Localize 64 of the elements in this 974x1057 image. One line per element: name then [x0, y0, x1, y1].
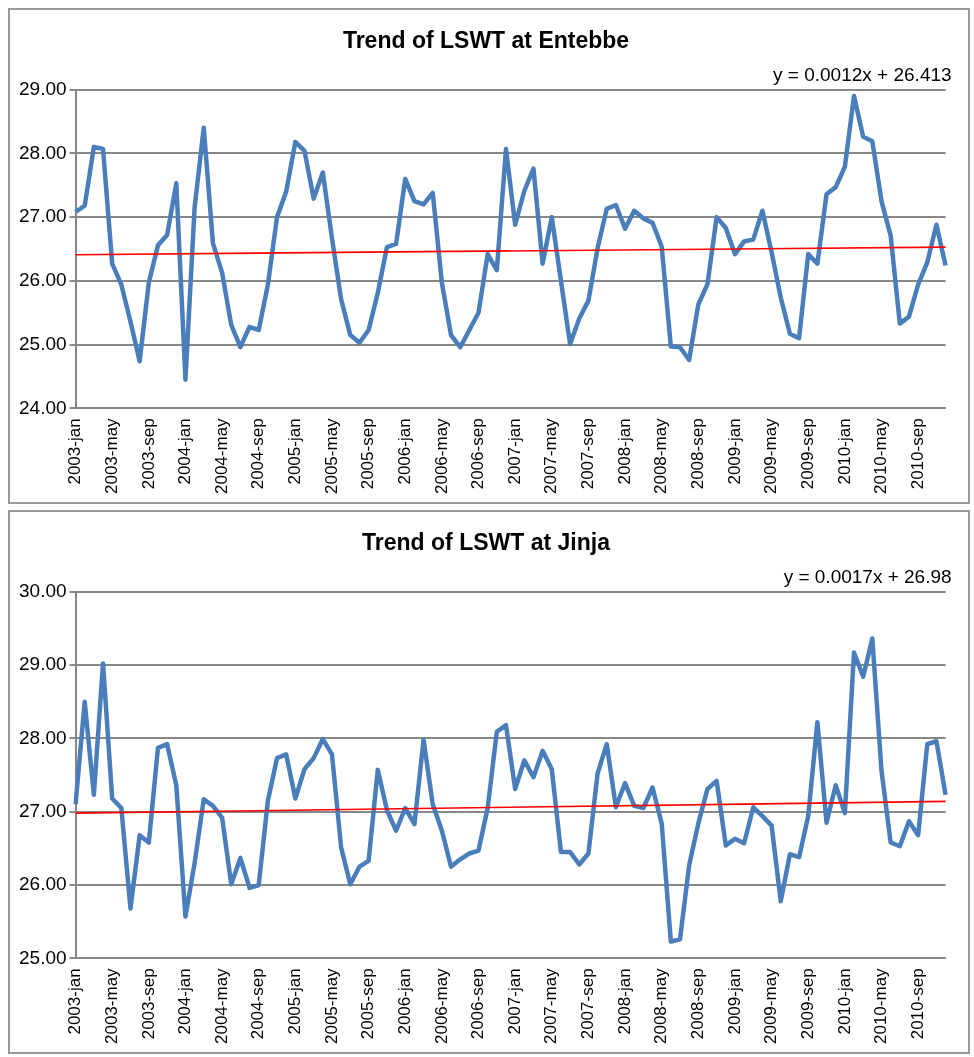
y-tick-label: 28.00: [19, 141, 67, 163]
x-tick-label: 2008-jan: [614, 968, 634, 1035]
x-tick-label: 2010-jan: [834, 968, 854, 1035]
x-tick-label: 2004-may: [211, 967, 231, 1045]
x-tick-label: 2005-sep: [358, 418, 378, 490]
x-tick-label: 2005-jan: [285, 968, 305, 1035]
x-tick-label: 2010-may: [871, 417, 891, 495]
y-tick-label: 28.00: [19, 726, 67, 748]
x-tick-label: 2007-jan: [504, 418, 524, 485]
x-tick-label: 2007-sep: [578, 418, 598, 490]
x-tick-label: 2008-jan: [614, 418, 634, 485]
chart-title: Trend of LSWT at Jinja: [362, 529, 611, 556]
x-tick-label: 2007-jan: [504, 968, 524, 1035]
x-tick-label: 2007-may: [541, 417, 561, 495]
x-tick-label: 2006-sep: [468, 968, 488, 1040]
x-tick-label: 2010-sep: [907, 968, 927, 1040]
y-tick-label: 27.00: [19, 205, 67, 227]
x-tick-label: 2005-jan: [285, 418, 305, 485]
x-tick-label: 2010-may: [871, 967, 891, 1045]
x-tick-label: 2005-sep: [358, 968, 378, 1040]
x-tick-label: 2009-may: [761, 967, 781, 1045]
x-tick-label: 2009-sep: [797, 418, 817, 490]
x-tick-label: 2006-may: [431, 417, 451, 495]
x-tick-label: 2009-jan: [724, 418, 744, 485]
x-tick-label: 2009-may: [761, 417, 781, 495]
x-tick-label: 2004-may: [211, 417, 231, 495]
x-tick-label: 2003-jan: [65, 418, 85, 485]
x-tick-label: 2008-may: [651, 417, 671, 495]
x-tick-label: 2003-jan: [65, 968, 85, 1035]
x-tick-label: 2007-may: [541, 967, 561, 1045]
x-tick-label: 2004-jan: [175, 418, 195, 485]
y-tick-label: 25.00: [19, 946, 67, 968]
x-tick-label: 2005-may: [321, 417, 341, 495]
x-tick-label: 2009-jan: [724, 968, 744, 1035]
x-tick-label: 2003-may: [101, 967, 121, 1045]
x-tick-label: 2006-jan: [394, 418, 414, 485]
chart-title: Trend of LSWT at Entebbe: [342, 27, 630, 54]
x-tick-label: 2004-jan: [175, 968, 195, 1035]
x-tick-label: 2008-may: [651, 967, 671, 1045]
x-tick-label: 2003-sep: [138, 968, 158, 1040]
y-tick-label: 24.00: [19, 396, 67, 418]
x-tick-label: 2003-sep: [138, 418, 158, 490]
text: y = 0.0017x + 26.98: [783, 566, 952, 588]
x-tick-label: 2004-sep: [248, 418, 268, 490]
y-tick-label: 29.00: [19, 653, 67, 675]
y-tick-label: 27.00: [19, 799, 67, 821]
y-tick-label: 26.00: [19, 269, 67, 291]
x-tick-label: 2003-may: [101, 417, 121, 495]
x-tick-label: 2008-sep: [688, 968, 708, 1040]
y-tick-label: 30.00: [19, 579, 67, 601]
x-tick-label: 2006-sep: [468, 418, 488, 490]
x-tick-label: 2004-sep: [248, 968, 268, 1040]
x-tick-label: 2006-may: [431, 967, 451, 1045]
x-tick-label: 2009-sep: [797, 968, 817, 1040]
x-tick-label: 2008-sep: [688, 418, 708, 490]
text: y = 0.0012x + 26.413: [773, 64, 952, 86]
x-tick-label: 2007-sep: [578, 968, 598, 1040]
y-tick-label: 29.00: [19, 77, 67, 99]
x-tick-label: 2010-jan: [834, 418, 854, 485]
x-tick-label: 2010-sep: [907, 418, 927, 490]
y-tick-label: 26.00: [19, 873, 67, 895]
x-tick-label: 2006-jan: [394, 968, 414, 1035]
y-tick-label: 25.00: [19, 332, 67, 354]
x-tick-label: 2005-may: [321, 967, 341, 1045]
